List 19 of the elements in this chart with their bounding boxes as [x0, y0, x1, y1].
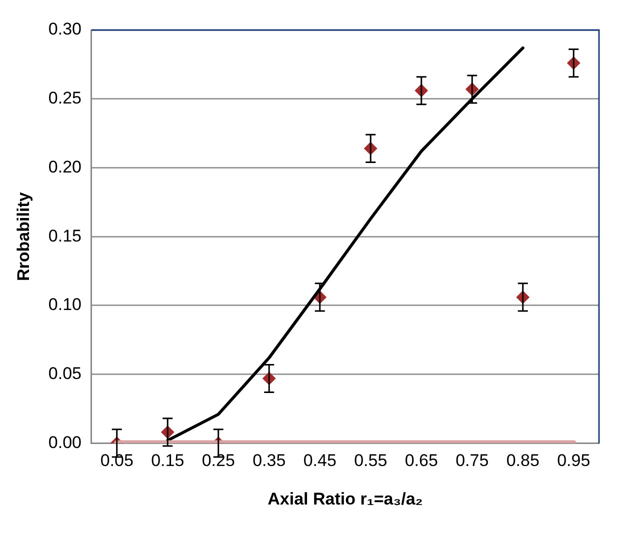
x-tick-label: 0.45 [303, 451, 336, 470]
y-tick-label: 0.30 [48, 20, 82, 39]
x-tick-label: 0.55 [354, 451, 388, 470]
y-tick-label: 0.15 [48, 226, 82, 246]
x-tick-label: 0.95 [557, 451, 590, 470]
y-tick-label: 0.00 [48, 432, 82, 452]
y-tick-label: 0.10 [48, 295, 82, 314]
x-tick-label: 0.15 [151, 451, 184, 470]
y-tick-label: 0.05 [48, 364, 82, 384]
x-axis-title: Axial Ratio r₁=a₃/a₂ [268, 489, 423, 508]
y-axis-title: Rrobability [14, 192, 33, 281]
y-tick-label: 0.25 [48, 88, 82, 108]
x-tick-label: 0.25 [202, 451, 235, 470]
x-tick-label: 0.65 [404, 451, 438, 470]
x-tick-label: 0.05 [100, 451, 134, 470]
x-tick-label: 0.85 [506, 451, 540, 470]
x-tick-label: 0.75 [456, 451, 489, 470]
x-tick-label: 0.35 [252, 451, 286, 470]
y-tick-label: 0.20 [48, 157, 82, 176]
